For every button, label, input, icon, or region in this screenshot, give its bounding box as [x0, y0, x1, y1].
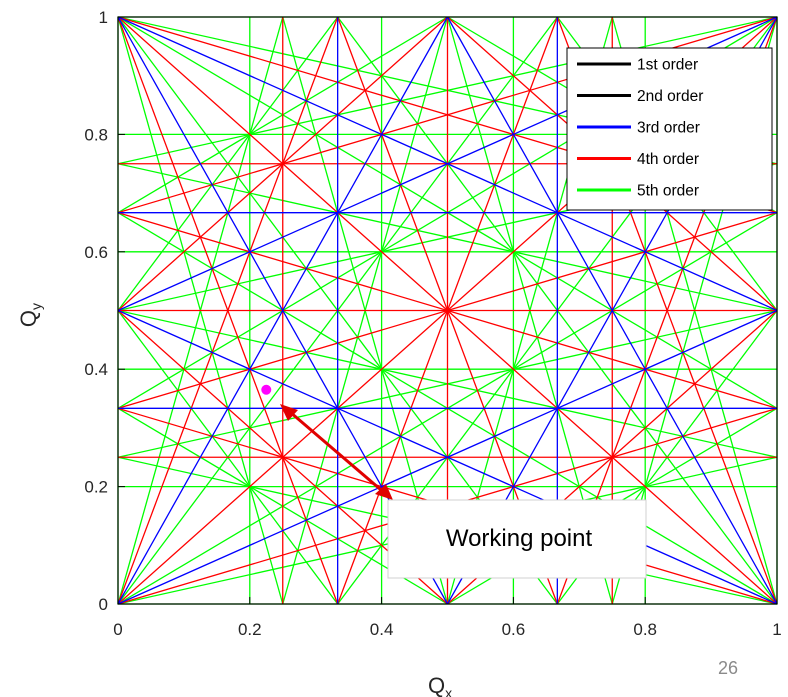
- y-tick-label: 0.8: [84, 125, 108, 144]
- legend-box: [566, 47, 773, 211]
- x-axis-label-sub: x: [445, 685, 452, 697]
- legend-label: 1st order: [637, 57, 698, 74]
- x-tick-label: 1: [772, 620, 781, 639]
- svg-text:Qy: Qy: [16, 303, 44, 327]
- arrowhead-tip: [280, 404, 298, 421]
- x-axis-label: Qx: [428, 673, 452, 697]
- y-axis-label-sub: y: [28, 303, 44, 310]
- y-tick-label: 1: [99, 8, 108, 27]
- legend-label: 4th order: [637, 151, 699, 168]
- y-tick-label: 0.6: [84, 243, 108, 262]
- resonance-line-order-3: [446, 16, 778, 605]
- annotation-arrow-line: [289, 410, 388, 497]
- x-tick-label: 0: [113, 620, 122, 639]
- y-tick-label: 0.4: [84, 360, 108, 379]
- resonance-line-order-3: [117, 309, 778, 605]
- y-tick-label: 0: [99, 595, 108, 614]
- y-tick-label: 0.2: [84, 478, 108, 497]
- legend: 1st order 2nd order 3rd order 4th order 5th …: [566, 47, 773, 211]
- x-tick-label: 0.8: [633, 620, 657, 639]
- legend-label: 5th order: [637, 183, 699, 200]
- legend-label: 3rd order: [637, 120, 700, 137]
- working-point-marker: [261, 384, 272, 395]
- y-axis-label-main: Q: [16, 310, 41, 327]
- annotation-box: [387, 499, 647, 579]
- legend-entries: 1st order 2nd order 3rd order 4th order 5th …: [577, 57, 703, 200]
- svg-text:Qx: Qx: [428, 673, 452, 697]
- y-axis-label: Qy: [16, 303, 44, 327]
- resonance-line-order-3: [117, 16, 778, 312]
- plot-frame: [117, 16, 778, 605]
- annotation-callout: Working point: [387, 499, 647, 579]
- x-tick-label: 0.6: [502, 620, 526, 639]
- annotation-text: Working point: [446, 525, 593, 552]
- x-tick-label: 0.2: [238, 620, 262, 639]
- x-tick-label: 0.4: [370, 620, 394, 639]
- legend-label: 2nd order: [637, 88, 703, 105]
- slide-number: 26: [718, 658, 738, 678]
- annotation-arrow: [280, 404, 393, 500]
- axis-ticks: 00 0.2 0.2 0.4 0.4 0.6 0.6 0.8 0.8 1 1: [84, 8, 781, 639]
- arrowhead-tail: [375, 484, 393, 500]
- x-axis-label-main: Q: [428, 673, 445, 697]
